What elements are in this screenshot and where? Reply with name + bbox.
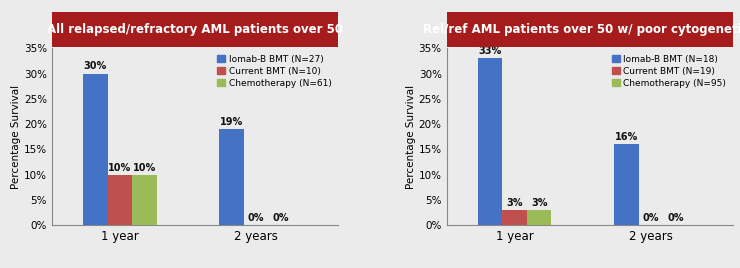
- Text: 30%: 30%: [84, 61, 107, 72]
- Bar: [219, 129, 244, 225]
- Bar: [502, 210, 527, 225]
- Bar: [527, 210, 551, 225]
- Y-axis label: Percentage Survival: Percentage Survival: [406, 85, 416, 189]
- Y-axis label: Percentage Survival: Percentage Survival: [11, 85, 21, 189]
- Text: 10%: 10%: [132, 163, 156, 173]
- Text: 16%: 16%: [615, 132, 638, 142]
- Bar: [107, 174, 132, 225]
- Text: All relapsed/refractory AML patients over 50: All relapsed/refractory AML patients ove…: [47, 23, 343, 36]
- Text: Rel/ref AML patients over 50 w/ poor cytogenetics: Rel/ref AML patients over 50 w/ poor cyt…: [423, 23, 740, 36]
- Bar: [83, 73, 107, 225]
- Legend: Iomab-B BMT (N=18), Current BMT (N=19), Chemotherapy (N=95): Iomab-B BMT (N=18), Current BMT (N=19), …: [610, 53, 728, 90]
- Bar: [132, 174, 157, 225]
- Text: 10%: 10%: [108, 163, 132, 173]
- Text: 0%: 0%: [272, 213, 289, 223]
- Text: 33%: 33%: [479, 46, 502, 56]
- Text: 3%: 3%: [531, 198, 548, 208]
- Bar: [478, 58, 502, 225]
- Bar: [614, 144, 639, 225]
- Text: 0%: 0%: [667, 213, 684, 223]
- Text: 19%: 19%: [220, 117, 243, 127]
- Text: 0%: 0%: [642, 213, 659, 223]
- Text: 3%: 3%: [506, 198, 523, 208]
- Legend: Iomab-B BMT (N=27), Current BMT (N=10), Chemotherapy (N=61): Iomab-B BMT (N=27), Current BMT (N=10), …: [215, 53, 333, 90]
- Text: 0%: 0%: [248, 213, 264, 223]
